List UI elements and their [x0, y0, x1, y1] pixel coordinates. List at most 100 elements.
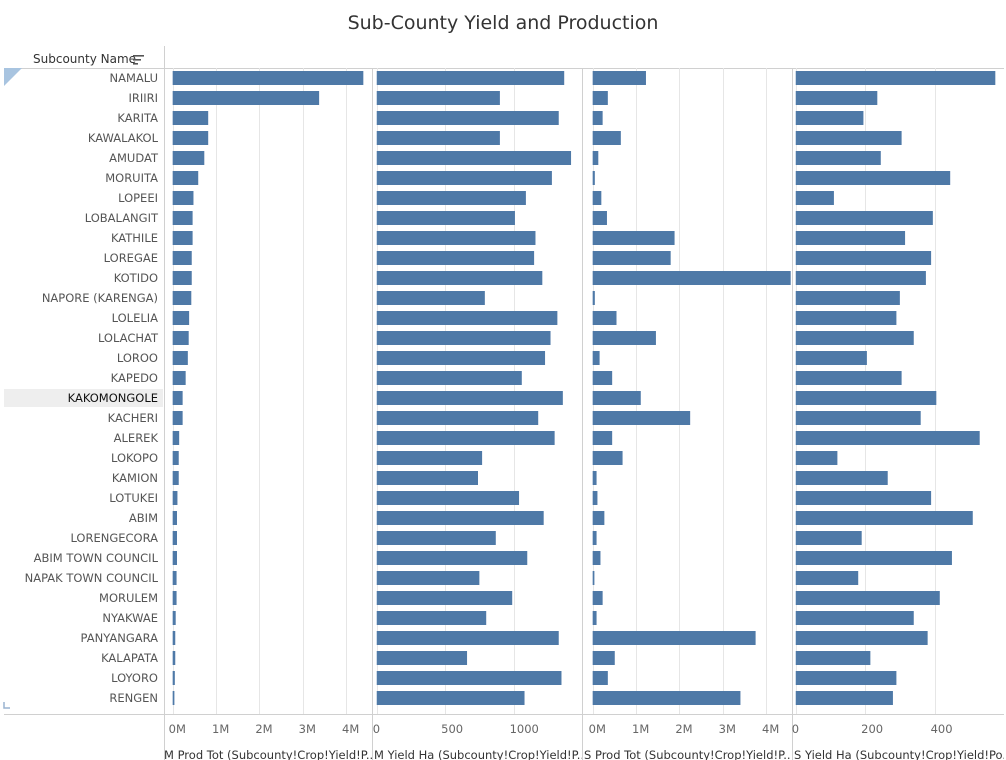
bar[interactable] — [592, 91, 608, 105]
category-label[interactable]: IRIIRI — [128, 91, 158, 105]
category-label[interactable]: NAPAK TOWN COUNCIL — [25, 571, 159, 585]
bar[interactable] — [592, 291, 595, 305]
bar[interactable] — [376, 611, 487, 625]
category-label[interactable]: LOREGAE — [104, 251, 158, 265]
bar[interactable] — [376, 411, 539, 425]
bar[interactable] — [592, 271, 791, 285]
bar[interactable] — [172, 571, 177, 585]
bar[interactable] — [795, 371, 902, 385]
bar[interactable] — [376, 451, 483, 465]
bar[interactable] — [795, 611, 914, 625]
bar[interactable] — [592, 551, 601, 565]
category-label[interactable]: KACHERI — [108, 411, 158, 425]
bar[interactable] — [172, 271, 192, 285]
category-label[interactable]: ALEREK — [114, 431, 159, 445]
bar[interactable] — [172, 491, 178, 505]
bar[interactable] — [172, 551, 177, 565]
bar[interactable] — [376, 391, 563, 405]
bar[interactable] — [172, 331, 189, 345]
bar[interactable] — [592, 311, 617, 325]
category-label[interactable]: LOLACHAT — [98, 331, 159, 345]
category-label[interactable]: LORENGECORA — [70, 531, 158, 545]
bar[interactable] — [376, 71, 565, 85]
bar[interactable] — [592, 151, 599, 165]
bar[interactable] — [172, 691, 175, 705]
axis-title[interactable]: S Yield Ha (Subcounty!Crop!Yield!Po.. — [794, 748, 1006, 760]
bar[interactable] — [795, 591, 940, 605]
category-label[interactable]: KAWALAKOL — [88, 131, 159, 145]
bar[interactable] — [172, 371, 186, 385]
bar[interactable] — [376, 491, 520, 505]
bar[interactable] — [592, 651, 615, 665]
bar[interactable] — [592, 251, 671, 265]
bar[interactable] — [172, 291, 192, 305]
category-label[interactable]: KATHILE — [111, 231, 158, 245]
bar[interactable] — [795, 131, 902, 145]
bar[interactable] — [795, 671, 897, 685]
bar[interactable] — [376, 231, 536, 245]
bar[interactable] — [795, 191, 834, 205]
bar[interactable] — [592, 351, 600, 365]
bar[interactable] — [172, 251, 192, 265]
category-label[interactable]: ABIM — [129, 511, 158, 525]
bar[interactable] — [376, 331, 551, 345]
bar[interactable] — [376, 211, 515, 225]
bar[interactable] — [795, 411, 921, 425]
bar[interactable] — [795, 151, 881, 165]
bar[interactable] — [376, 311, 558, 325]
bar[interactable] — [592, 211, 607, 225]
category-label[interactable]: PANYANGARA — [81, 631, 159, 645]
category-label[interactable]: LOLELIA — [112, 311, 159, 325]
bar[interactable] — [795, 651, 871, 665]
category-label[interactable]: LOTUKEI — [109, 491, 158, 505]
bar[interactable] — [376, 151, 572, 165]
bar[interactable] — [376, 251, 535, 265]
category-label[interactable]: NAMALU — [109, 71, 158, 85]
bar[interactable] — [795, 171, 951, 185]
bar[interactable] — [795, 511, 973, 525]
bar[interactable] — [592, 411, 691, 425]
bar[interactable] — [795, 431, 980, 445]
bar[interactable] — [172, 591, 177, 605]
bar[interactable] — [592, 231, 675, 245]
bar[interactable] — [795, 451, 838, 465]
bar[interactable] — [592, 171, 595, 185]
category-label[interactable]: KAKOMONGOLE — [68, 391, 158, 405]
bar[interactable] — [172, 651, 176, 665]
bar[interactable] — [172, 671, 175, 685]
bar[interactable] — [172, 391, 183, 405]
bar[interactable] — [592, 191, 602, 205]
bar[interactable] — [592, 691, 741, 705]
category-label[interactable]: KARITA — [117, 111, 158, 125]
bar[interactable] — [376, 351, 546, 365]
bar[interactable] — [592, 331, 656, 345]
bar[interactable] — [795, 571, 859, 585]
bar[interactable] — [376, 131, 500, 145]
bar[interactable] — [172, 311, 190, 325]
bar[interactable] — [172, 71, 364, 85]
sort-descending-icon[interactable] — [133, 55, 145, 65]
bar[interactable] — [795, 351, 867, 365]
bar[interactable] — [795, 211, 933, 225]
bar[interactable] — [376, 631, 559, 645]
bar[interactable] — [592, 531, 597, 545]
bar[interactable] — [376, 531, 496, 545]
bar[interactable] — [376, 511, 544, 525]
bar[interactable] — [172, 171, 199, 185]
bar[interactable] — [376, 551, 528, 565]
bar[interactable] — [795, 111, 864, 125]
bar[interactable] — [795, 491, 932, 505]
bar[interactable] — [376, 291, 485, 305]
bar[interactable] — [376, 171, 552, 185]
category-label[interactable]: AMUDAT — [109, 151, 159, 165]
bar[interactable] — [795, 231, 906, 245]
bar[interactable] — [795, 71, 996, 85]
bar[interactable] — [592, 371, 613, 385]
bar[interactable] — [376, 571, 480, 585]
bar[interactable] — [172, 411, 183, 425]
bar[interactable] — [172, 211, 193, 225]
category-label[interactable]: RENGEN — [109, 691, 158, 705]
subcounty-name-header[interactable]: Subcounty Name — [33, 52, 137, 66]
bar[interactable] — [376, 651, 468, 665]
bar[interactable] — [795, 531, 862, 545]
